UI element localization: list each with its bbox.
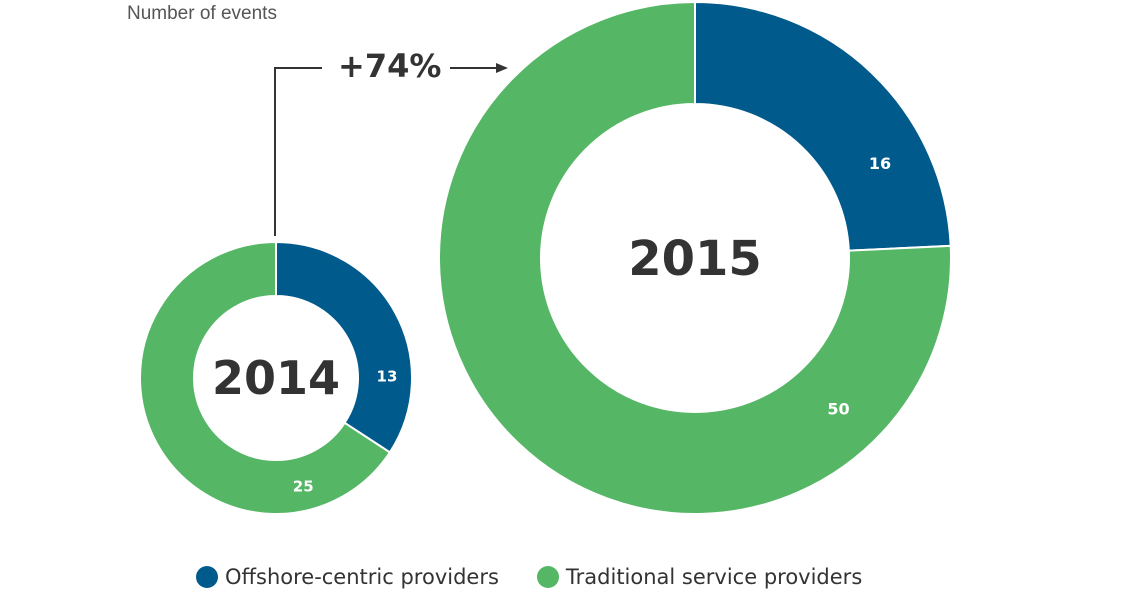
donut-2015: 16 50 2015	[438, 0, 952, 515]
legend-item-offshore: Offshore-centric providers	[196, 566, 499, 588]
data-label-2014-offshore: 13	[377, 367, 398, 385]
legend-label-offshore: Offshore-centric providers	[225, 564, 499, 589]
slice-2014-traditional	[139, 240, 392, 515]
data-label-2015-offshore: 16	[869, 154, 891, 173]
center-label-2014: 2014	[212, 351, 340, 405]
growth-label: +74%	[338, 47, 442, 85]
slice-2015-offshore	[694, 0, 952, 252]
legend-label-traditional: Traditional service providers	[565, 564, 863, 589]
data-label-2015-traditional: 50	[827, 400, 849, 419]
data-label-2014-traditional: 25	[293, 478, 314, 496]
growth-arrow	[274, 63, 508, 236]
legend-swatch-traditional	[536, 566, 559, 588]
chart-subtitle: Number of events	[127, 3, 277, 24]
legend-item-traditional: Traditional service providers	[536, 564, 863, 589]
legend: Offshore-centric providers Traditional s…	[196, 566, 900, 588]
slice-2014-offshore	[275, 240, 413, 454]
donut-2014: 13 25 2014	[139, 240, 413, 515]
legend-swatch-offshore	[196, 566, 218, 588]
slice-2015-traditional	[438, 0, 952, 515]
center-label-2015: 2015	[628, 231, 762, 287]
